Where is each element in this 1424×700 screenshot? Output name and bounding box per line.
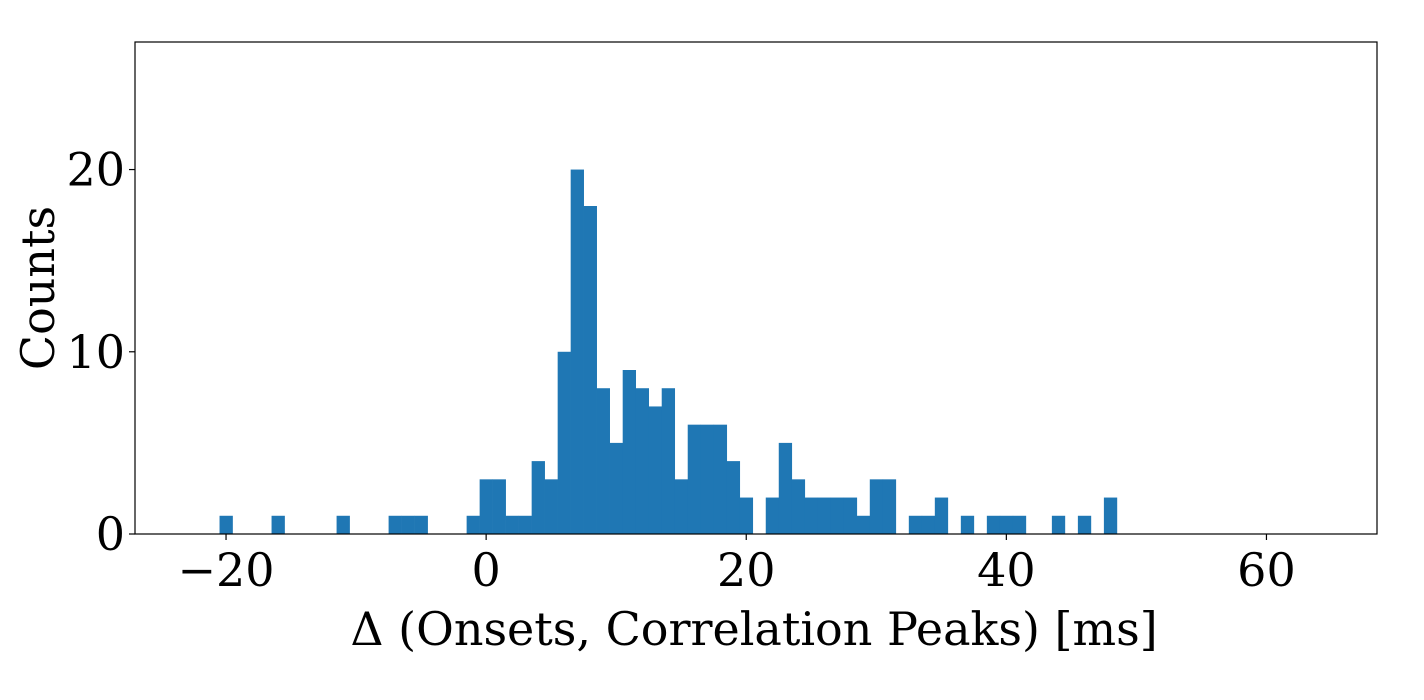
histogram-bar — [570, 169, 584, 535]
histogram-bars — [219, 169, 1118, 535]
histogram-bar — [479, 479, 493, 534]
histogram-bar — [869, 479, 884, 534]
histogram-bar — [401, 515, 415, 534]
histogram-bar — [843, 497, 858, 534]
x-tick-label: 20 — [717, 543, 776, 597]
x-tick-label: 60 — [1237, 543, 1296, 597]
histogram-bar — [960, 515, 975, 534]
histogram-bar — [739, 497, 754, 534]
histogram-bar — [583, 206, 597, 534]
histogram-bar — [765, 497, 780, 534]
histogram-bar — [648, 406, 663, 534]
histogram-bar — [882, 479, 897, 534]
histogram-bar — [999, 515, 1014, 534]
histogram-bar — [1103, 497, 1118, 534]
histogram-bar — [609, 442, 623, 534]
y-axis-label: Counts — [11, 206, 65, 370]
x-axis-label: Δ (Onsets, Correlation Peaks) [ms] — [350, 602, 1157, 656]
histogram-bar — [804, 497, 819, 534]
histogram-bar — [492, 479, 506, 534]
x-axis-ticks: −20 0 20 40 60 — [177, 534, 1296, 597]
histogram-bar — [414, 515, 428, 534]
histogram-bar — [921, 515, 936, 534]
histogram-bar — [1012, 515, 1027, 534]
y-axis-ticks: 0 10 20 — [66, 143, 135, 561]
histogram-bar — [856, 515, 871, 534]
histogram-bar — [908, 515, 923, 534]
histogram-bar — [1051, 515, 1066, 534]
x-tick-label: −20 — [177, 543, 274, 597]
histogram-bar — [1077, 515, 1092, 534]
histogram-bar — [596, 388, 610, 534]
x-tick-label: 40 — [977, 543, 1036, 597]
histogram-bar — [544, 479, 558, 534]
histogram-bar — [674, 479, 689, 534]
histogram-bar — [336, 515, 350, 534]
histogram-bar — [622, 370, 637, 534]
histogram-bar — [713, 424, 728, 534]
y-tick-label: 0 — [96, 507, 125, 561]
histogram-bar — [531, 461, 545, 534]
histogram-bar — [778, 442, 793, 534]
histogram-bar — [388, 515, 402, 534]
x-tick-label: 0 — [472, 543, 501, 597]
histogram-bar — [271, 515, 285, 534]
histogram-bar — [700, 424, 715, 534]
histogram-bar — [466, 515, 480, 534]
histogram-bar — [635, 388, 650, 534]
histogram-bar — [661, 388, 676, 534]
histogram-bar — [219, 515, 233, 534]
plot-frame — [134, 41, 1378, 535]
histogram-bar — [726, 461, 741, 534]
histogram-bar — [518, 515, 532, 534]
histogram-bar — [505, 515, 519, 534]
histogram-bar — [830, 497, 845, 534]
histogram-bar — [791, 479, 806, 534]
histogram-bar — [687, 424, 702, 534]
histogram-bar — [986, 515, 1001, 534]
y-tick-label: 10 — [66, 325, 125, 379]
histogram-bar — [934, 497, 949, 534]
histogram-bar — [557, 351, 571, 534]
y-tick-label: 20 — [66, 143, 125, 197]
histogram-bar — [817, 497, 832, 534]
